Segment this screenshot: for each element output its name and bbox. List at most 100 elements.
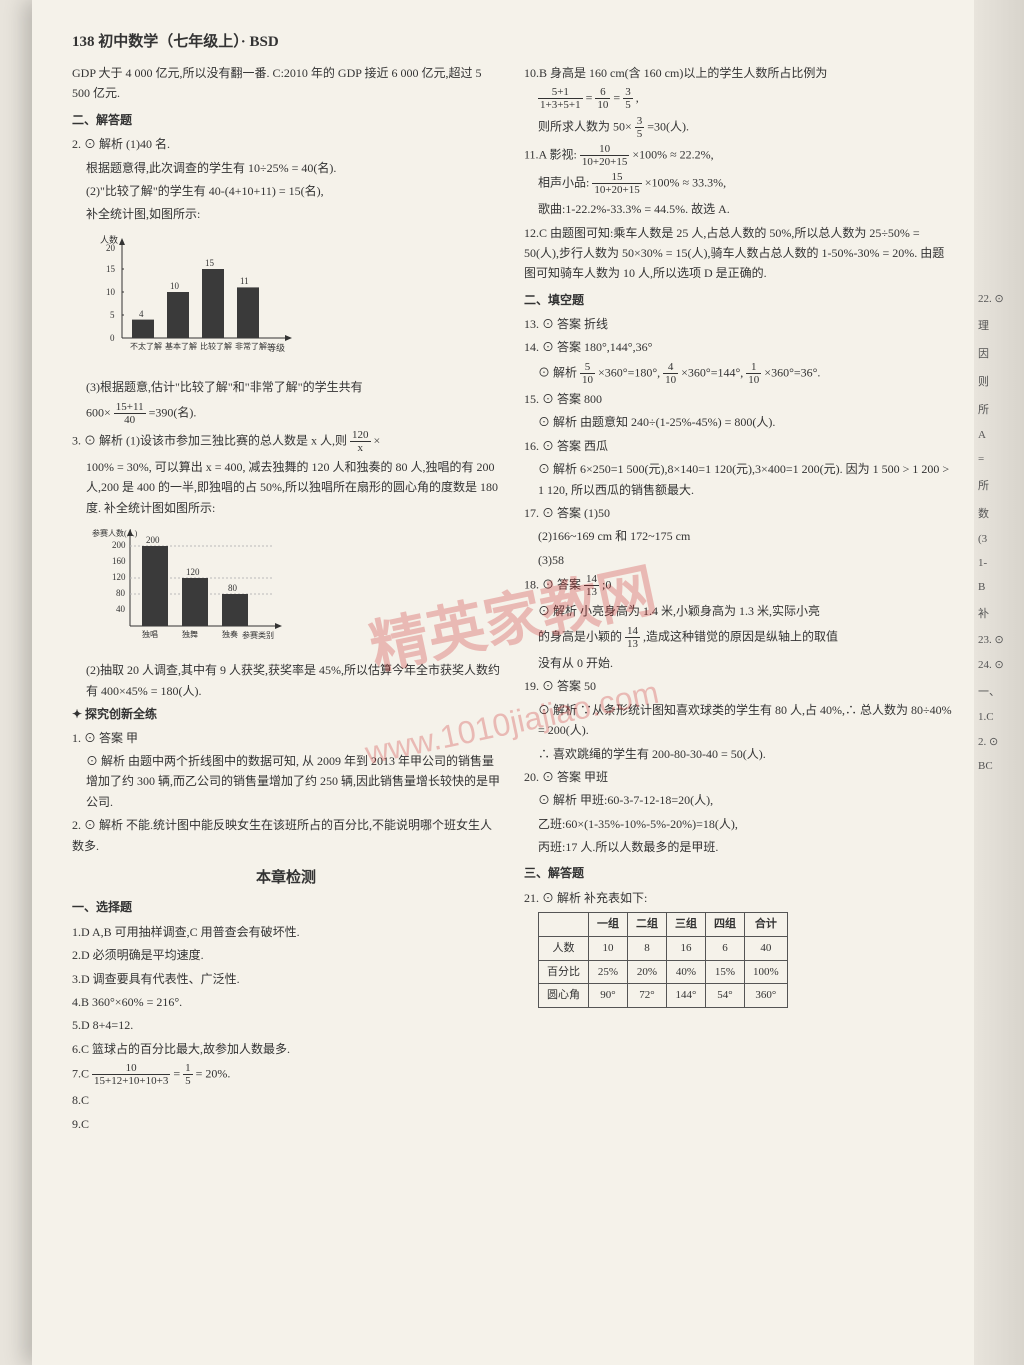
table-cell: 四组 <box>706 913 745 937</box>
edge-text: B <box>978 581 1020 593</box>
edge-text: 补 <box>978 605 1020 621</box>
svg-text:120: 120 <box>186 567 200 577</box>
text-line: (3)根据题意,估计"比较了解"和"非常了解"的学生共有 <box>72 377 500 397</box>
svg-text:120: 120 <box>112 572 126 582</box>
svg-text:200: 200 <box>112 540 126 550</box>
list-item: 8.C <box>72 1090 500 1110</box>
text-line: 10.B 身高是 160 cm(含 160 cm)以上的学生人数所占比例为 <box>524 63 952 83</box>
svg-text:10: 10 <box>170 281 180 291</box>
svg-text:40: 40 <box>116 604 126 614</box>
chapter-heading: 本章检测 <box>72 866 500 892</box>
svg-text:15: 15 <box>205 258 215 268</box>
text-line: ⊙ 解析 6×250=1 500(元),8×140=1 120(元),3×400… <box>524 459 952 500</box>
edge-text: BC <box>978 760 1020 772</box>
text-line: 补全统计图,如图所示: <box>72 204 500 224</box>
right-column: 10.B 身高是 160 cm(含 160 cm)以上的学生人数所占比例为 5+… <box>524 63 952 1137</box>
svg-text:20: 20 <box>106 243 116 253</box>
edge-text: 1- <box>978 557 1020 569</box>
svg-text:0: 0 <box>110 333 115 343</box>
formula-line: 18. ⊙ 答案 1413 ;0 <box>524 573 952 598</box>
data-table: 一组 二组 三组 四组 合计 人数10816640 百分比25%20%40%15… <box>538 912 788 1008</box>
svg-text:11: 11 <box>240 276 249 286</box>
text-line: 12.C 由题图可知:乘车人数是 25 人,占总人数的 50%,所以总人数为 2… <box>524 223 952 284</box>
answer-line: 19. ⊙ 答案 50 <box>524 676 952 696</box>
svg-text:独奏: 独奏 <box>222 629 238 639</box>
edge-text: 24. ⊙ <box>978 658 1020 671</box>
svg-text:80: 80 <box>116 588 126 598</box>
edge-text: 23. ⊙ <box>978 633 1020 646</box>
answer-line: 16. ⊙ 答案 西瓜 <box>524 436 952 456</box>
edge-text: (3 <box>978 533 1020 545</box>
svg-text:参赛人数(人): 参赛人数(人) <box>92 528 138 538</box>
formula-line: 7.C 1015+12+10+10+3 = 15 = 20%. <box>72 1062 500 1087</box>
section-heading: 一、选择题 <box>72 897 500 917</box>
svg-text:参赛类别: 参赛类别 <box>242 630 274 640</box>
table-cell: 一组 <box>589 913 628 937</box>
text-line: 2. ⊙ 解析 不能.统计图中能反映女生在该班所占的百分比,不能说明哪个班女生人… <box>72 815 500 856</box>
chart-svg: 人数 等级 0 5 10 15 20 4 10 15 <box>92 233 302 363</box>
edge-text: A <box>978 429 1020 441</box>
edge-text: 因 <box>978 345 1020 361</box>
text-line: 100% = 30%, 可以算出 x = 400, 减去独舞的 120 人和独奏… <box>72 457 500 518</box>
answer-line: 3. ⊙ 解析 (1)设该市参加三独比赛的总人数是 x 人,则 120x × <box>72 429 500 454</box>
list-item: 9.C <box>72 1114 500 1134</box>
edge-text: 理 <box>978 317 1020 333</box>
xlabel: 等级 <box>267 342 285 353</box>
edge-text: 数 <box>978 505 1020 521</box>
next-page-edge: 22. ⊙ 理 因 则 所 A = 所 数 (3 1- B 补 23. ⊙ 24… <box>974 0 1024 1365</box>
table-row: 人数10816640 <box>539 936 788 960</box>
answer-line: 15. ⊙ 答案 800 <box>524 389 952 409</box>
edge-text: 所 <box>978 477 1020 493</box>
answer-line: 20. ⊙ 答案 甲班 <box>524 767 952 787</box>
chart-svg: 参赛人数(人) 参赛类别 200 160 120 80 40 200 120 8… <box>92 526 292 646</box>
table-cell <box>539 913 589 937</box>
svg-text:160: 160 <box>112 556 126 566</box>
text-line: ⊙ 解析 小亮身高为 1.4 米,小颖身高为 1.3 米,实际小亮 <box>524 601 952 621</box>
edge-text: 22. ⊙ <box>978 292 1020 305</box>
paragraph: GDP 大于 4 000 亿元,所以没有翻一番. C:2010 年的 GDP 接… <box>72 63 500 104</box>
list-item: 6.C 篮球占的百分比最大,故参加人数最多. <box>72 1039 500 1059</box>
svg-text:不太了解: 不太了解 <box>130 341 162 351</box>
formula-line: 5+11+3+5+1 = 610 = 35 , <box>524 86 952 111</box>
svg-text:非常了解: 非常了解 <box>235 341 267 351</box>
text-line: ⊙ 解析 由题中两个折线图中的数据可知, 从 2009 年到 2013 年甲公司… <box>72 751 500 812</box>
section-heading: ✦ 探究创新全练 <box>72 704 500 724</box>
svg-text:200: 200 <box>146 535 160 545</box>
section-heading: 二、填空题 <box>524 290 952 310</box>
edge-text: 1.C <box>978 711 1020 723</box>
text-line: ∴ 喜欢跳绳的学生有 200-80-30-40 = 50(人). <box>524 744 952 764</box>
list-item: 5.D 8+4=12. <box>72 1015 500 1035</box>
edge-text: 所 <box>978 401 1020 417</box>
text-line: (3)58 <box>524 550 952 570</box>
svg-text:独舞: 独舞 <box>182 629 198 639</box>
page-header: 138 初中数学（七年级上）· BSD <box>72 30 952 51</box>
text-line: 乙班:60×(1-35%-10%-5%-20%)=18(人), <box>524 814 952 834</box>
text-line: 歌曲:1-22.2%-33.3% = 44.5%. 故选 A. <box>524 199 952 219</box>
table-cell: 三组 <box>667 913 706 937</box>
text-line: 没有从 0 开始. <box>524 653 952 673</box>
answer-line: 13. ⊙ 答案 折线 <box>524 314 952 334</box>
answer-line: 14. ⊙ 答案 180°,144°,36° <box>524 337 952 357</box>
formula-line: 11.A 影视: 1010+20+15 ×100% ≈ 22.2%, <box>524 143 952 168</box>
table-cell: 合计 <box>745 913 788 937</box>
section-heading: 三、解答题 <box>524 863 952 883</box>
section-heading: 二、解答题 <box>72 110 500 130</box>
edge-text: 2. ⊙ <box>978 735 1020 748</box>
svg-text:基本了解: 基本了解 <box>165 341 197 351</box>
formula-line: 600× 15+1140 =390(名). <box>72 401 500 426</box>
text-line: ⊙ 解析 由题意知 240÷(1-25%-45%) = 800(人). <box>524 412 952 432</box>
text-line: ⊙ 解析 甲班:60-3-7-12-18=20(人), <box>524 790 952 810</box>
list-item: 4.B 360°×60% = 216°. <box>72 992 500 1012</box>
answer-line: 17. ⊙ 答案 (1)50 <box>524 503 952 523</box>
edge-text: 一、 <box>978 683 1020 699</box>
svg-text:5: 5 <box>110 310 115 320</box>
svg-text:比较了解: 比较了解 <box>200 341 232 351</box>
answer-line: 2. ⊙ 解析 (1)40 名. <box>72 134 500 154</box>
table-row: 百分比25%20%40%15%100% <box>539 960 788 984</box>
list-item: 3.D 调查要具有代表性、广泛性. <box>72 969 500 989</box>
text-line: 丙班:17 人.所以人数最多的是甲班. <box>524 837 952 857</box>
table-row: 圆心角90°72°144°54°360° <box>539 984 788 1008</box>
list-item: 1.D A,B 可用抽样调查,C 用普查会有破坏性. <box>72 922 500 942</box>
svg-text:15: 15 <box>106 264 116 274</box>
text-line: (2)166~169 cm 和 172~175 cm <box>524 526 952 546</box>
